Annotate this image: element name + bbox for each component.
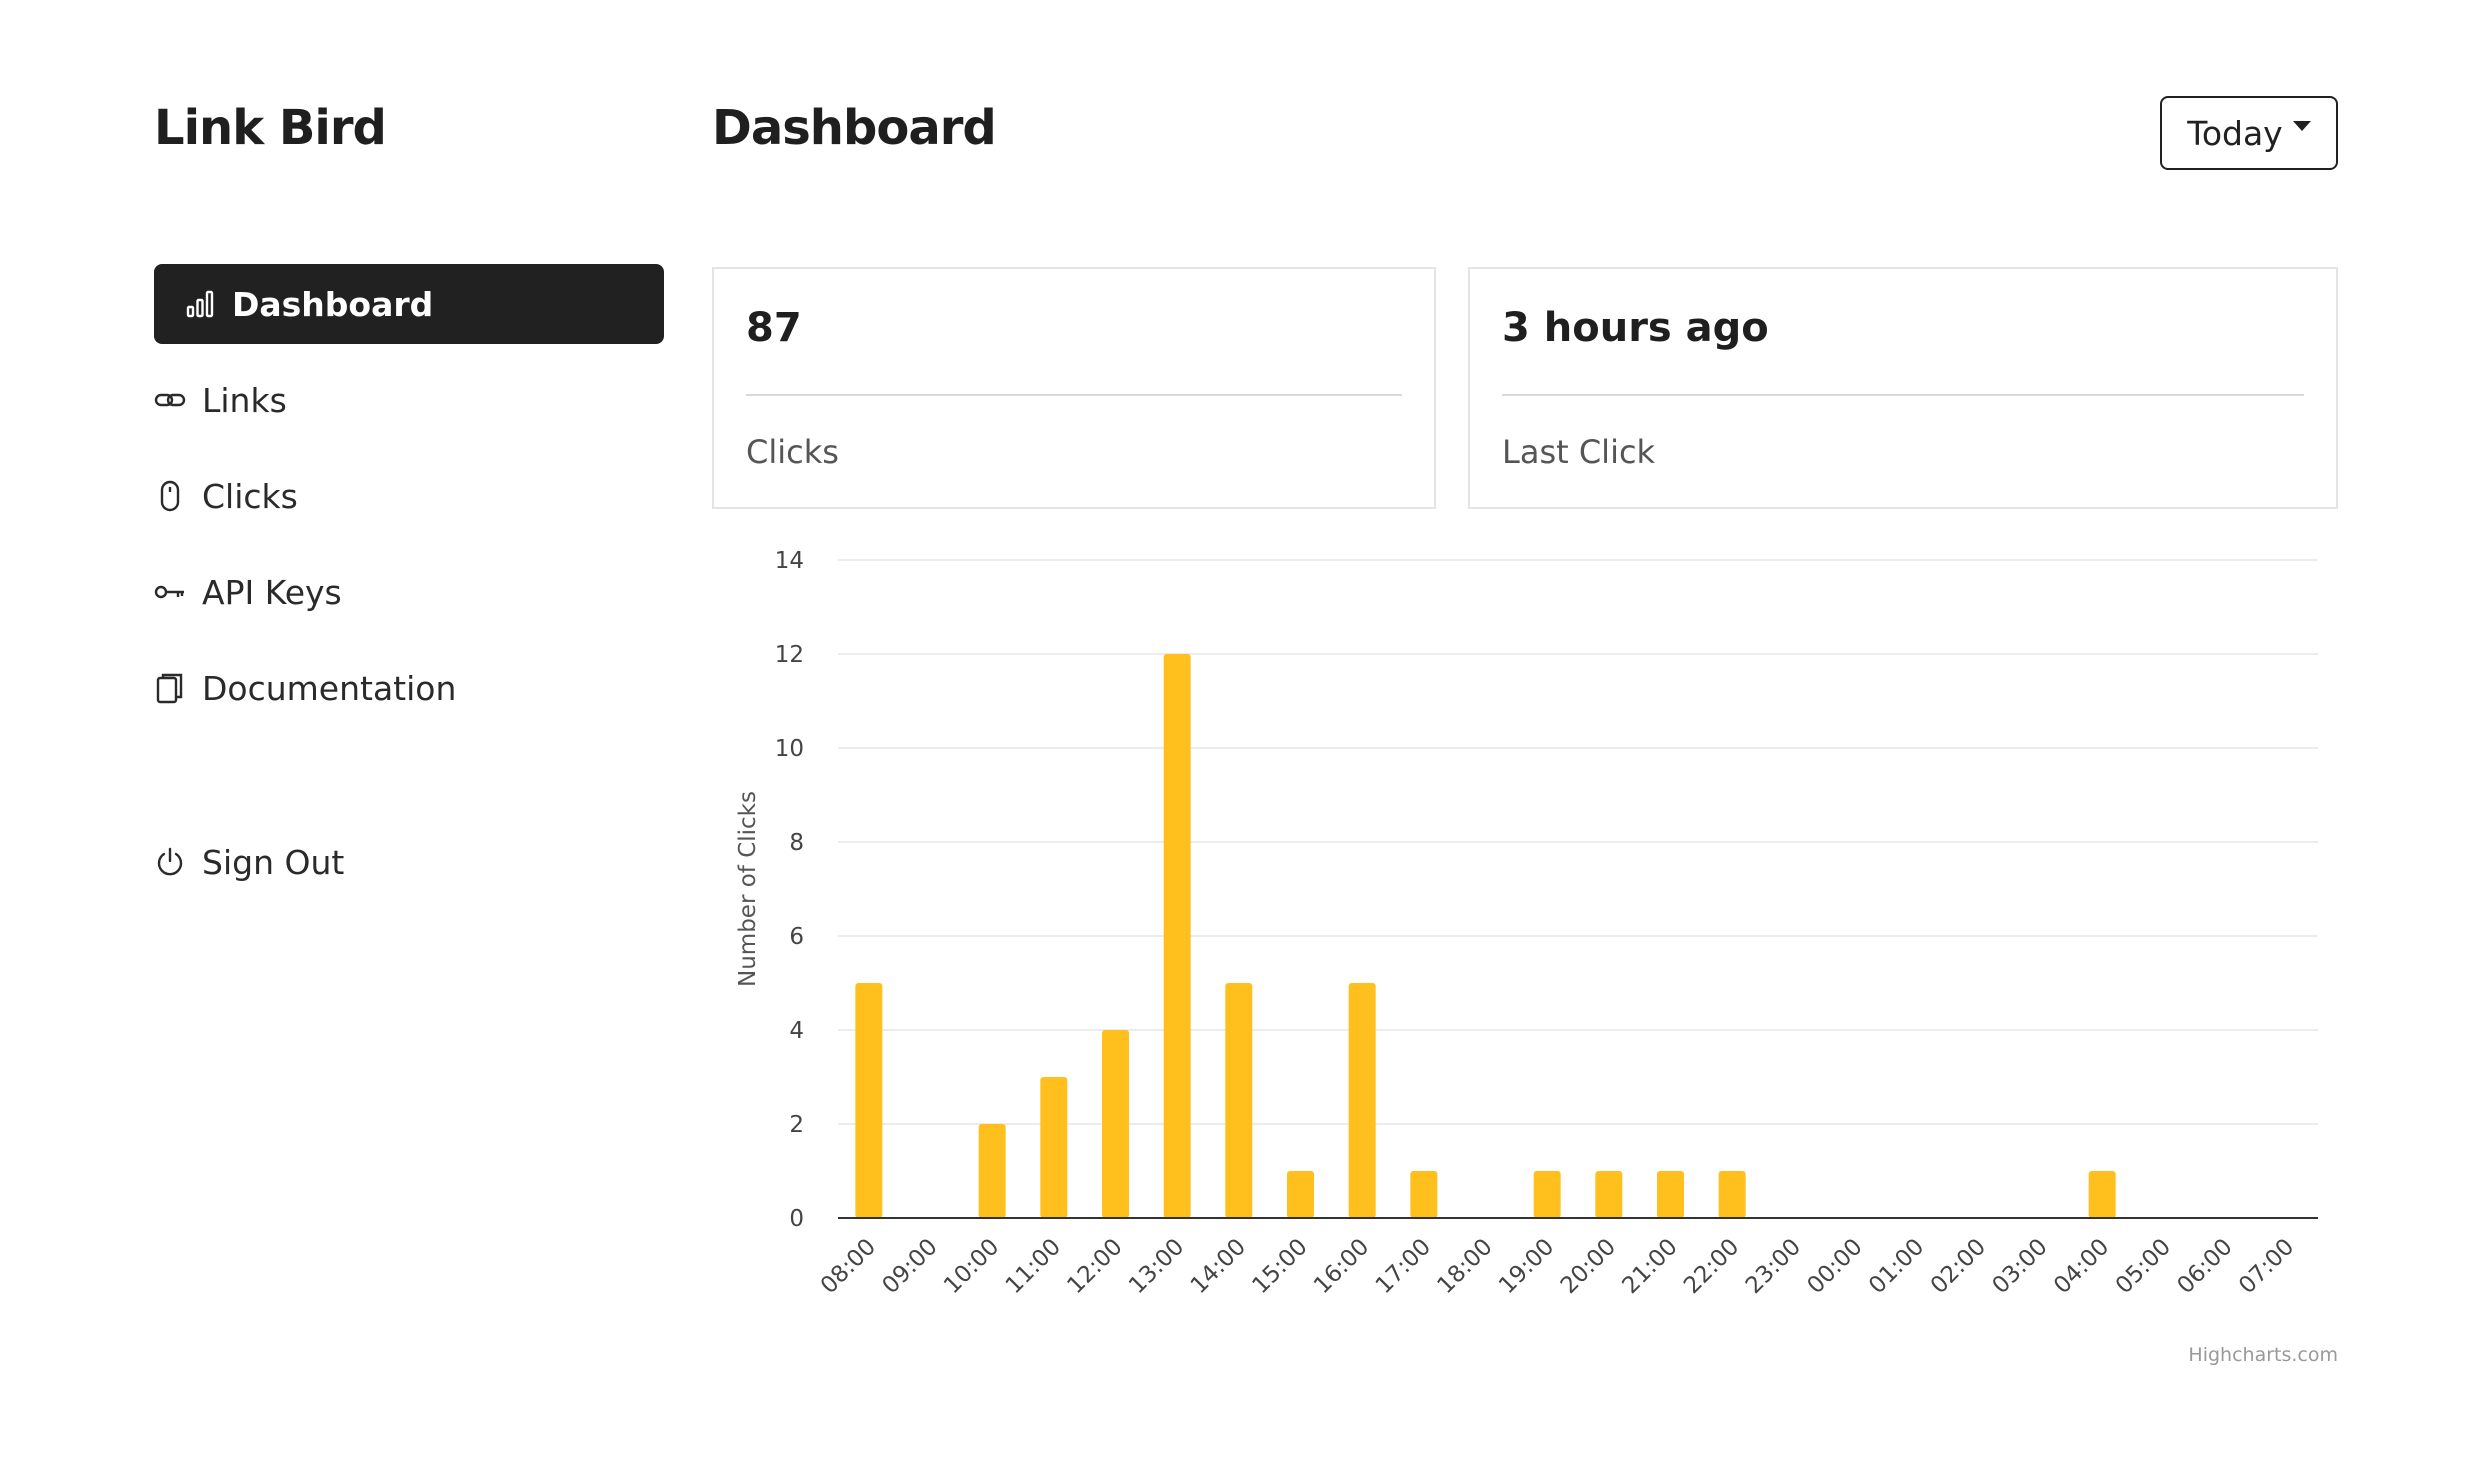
x-tick-label: 04:00 (2049, 1234, 2114, 1299)
y-tick-label: 4 (789, 1018, 804, 1044)
x-tick-label: 09:00 (877, 1234, 942, 1299)
x-tick-label: 16:00 (1309, 1234, 1374, 1299)
mouse-icon (154, 480, 186, 512)
x-tick-label: 02:00 (1926, 1234, 1991, 1299)
x-tick-label: 13:00 (1124, 1234, 1189, 1299)
bar-chart-icon (184, 288, 216, 320)
clicks-stat-card: 87 Clicks (712, 267, 1436, 509)
bar (978, 1124, 1006, 1218)
y-tick-label: 8 (789, 830, 804, 856)
y-tick-label: 10 (775, 736, 804, 762)
sidebar-item-api-keys[interactable]: API Keys (154, 552, 664, 632)
x-tick-label: 01:00 (1864, 1234, 1929, 1299)
link-icon (154, 384, 186, 416)
y-tick-label: 0 (789, 1206, 804, 1232)
x-tick-label: 17:00 (1371, 1234, 1436, 1299)
clicks-bar-chart: 0 2 4 6 8 10 12 14 Number of Clicks 08:00 09:00 10:… (712, 530, 2338, 1366)
x-tick-label: 07:00 (2234, 1234, 2299, 1299)
bar (1102, 1030, 1129, 1218)
x-tick-label: 20:00 (1556, 1234, 1621, 1299)
card-divider (746, 394, 1402, 396)
clicks-count: 87 (746, 305, 802, 351)
sidebar-item-label: Clicks (202, 476, 298, 516)
x-tick-label: 05:00 (2111, 1234, 2176, 1299)
card-divider (1502, 394, 2304, 396)
bar (1225, 983, 1253, 1218)
sign-out-label: Sign Out (202, 842, 345, 882)
sign-out-button[interactable]: Sign Out (154, 822, 344, 902)
y-tick-label: 2 (789, 1112, 804, 1138)
x-tick-label: 23:00 (1741, 1234, 1806, 1299)
last-click-stat-card: 3 hours ago Last Click (1468, 267, 2338, 509)
date-range-label: Today (2187, 113, 2283, 153)
sidebar-item-label: Dashboard (232, 284, 434, 324)
bar (1348, 983, 1376, 1218)
sidebar-item-links[interactable]: Links (154, 360, 664, 440)
sidebar-item-label: Documentation (202, 668, 457, 708)
bar (1040, 1077, 1068, 1218)
last-click-value: 3 hours ago (1502, 305, 1769, 351)
chart-credit[interactable]: Highcharts.com (2188, 1344, 2338, 1366)
bar (1657, 1171, 1684, 1218)
sidebar-item-label: API Keys (202, 572, 342, 612)
document-icon (154, 672, 186, 704)
bar (1718, 1171, 1746, 1218)
bar (2088, 1171, 2116, 1218)
y-tick-label: 6 (789, 924, 804, 950)
clicks-label: Clicks (746, 433, 839, 471)
x-tick-label: 14:00 (1186, 1234, 1251, 1299)
y-tick-label: 12 (775, 642, 804, 668)
x-tick-label: 00:00 (1802, 1234, 1867, 1299)
date-range-dropdown[interactable]: Today (2160, 96, 2338, 170)
y-axis-title: Number of Clicks (735, 791, 761, 987)
bar (1287, 1171, 1314, 1218)
x-tick-label: 19:00 (1494, 1234, 1559, 1299)
y-tick-label: 14 (775, 548, 804, 574)
x-tick-label: 10:00 (939, 1234, 1004, 1299)
power-icon (154, 846, 186, 878)
sidebar-item-clicks[interactable]: Clicks (154, 456, 664, 536)
x-tick-label: 21:00 (1617, 1234, 1682, 1299)
bar (1595, 1171, 1623, 1218)
bar (855, 983, 883, 1218)
bar (1533, 1171, 1561, 1218)
last-click-label: Last Click (1502, 433, 1656, 471)
x-tick-label: 22:00 (1679, 1234, 1744, 1299)
x-tick-label: 15:00 (1247, 1234, 1312, 1299)
x-tick-label: 06:00 (2172, 1234, 2237, 1299)
chart-canvas: 0 2 4 6 8 10 12 14 Number of Clicks 08:0009:0010:… (735, 548, 2318, 1299)
x-tick-label: 03:00 (1987, 1234, 2052, 1299)
page-title: Dashboard (712, 100, 997, 156)
bar (1163, 654, 1191, 1218)
key-icon (154, 576, 186, 608)
caret-down-icon (2292, 121, 2311, 131)
x-tick-label: 11:00 (1001, 1234, 1066, 1299)
bar (1410, 1171, 1438, 1218)
sidebar-item-dashboard[interactable]: Dashboard (154, 264, 664, 344)
x-tick-label: 18:00 (1432, 1234, 1497, 1299)
sidebar-item-documentation[interactable]: Documentation (154, 648, 664, 728)
sidebar-nav: Dashboard Links Clicks API Keys (154, 264, 664, 882)
x-tick-label: 08:00 (816, 1234, 881, 1299)
sidebar-item-label: Links (202, 380, 287, 420)
x-tick-label: 12:00 (1062, 1234, 1127, 1299)
app-brand: Link Bird (154, 100, 387, 156)
